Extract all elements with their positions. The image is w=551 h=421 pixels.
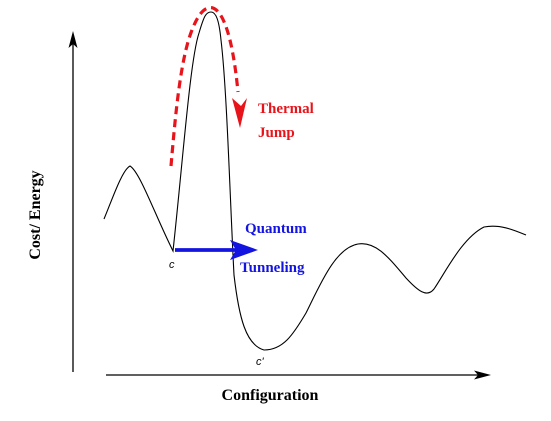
thermal-label-line1: Thermal (258, 101, 314, 117)
quantum-label-line1: Quantum (245, 221, 307, 237)
x-axis-arrowhead (474, 370, 491, 380)
y-axis (68, 31, 78, 372)
thermal-label-line2: Jump (258, 125, 295, 141)
thermal-jump-arrowhead (232, 98, 247, 128)
y-axis-label: Cost/ Energy (27, 170, 44, 259)
thermal-jump-dashed-arc (169, 6, 240, 167)
x-axis (106, 370, 491, 380)
local-min-label: c (169, 259, 175, 271)
quantum-label-line2: Tunneling (240, 260, 305, 276)
y-axis-arrowhead (68, 31, 78, 48)
energy-curve (103, 11, 527, 351)
quantum-tunneling-arrow (175, 240, 258, 260)
global-min-label: c' (256, 356, 265, 368)
x-axis-label: Configuration (222, 387, 319, 404)
quantum-tunneling-arrowhead (230, 240, 258, 260)
thermal-jump-arrow (169, 6, 247, 167)
